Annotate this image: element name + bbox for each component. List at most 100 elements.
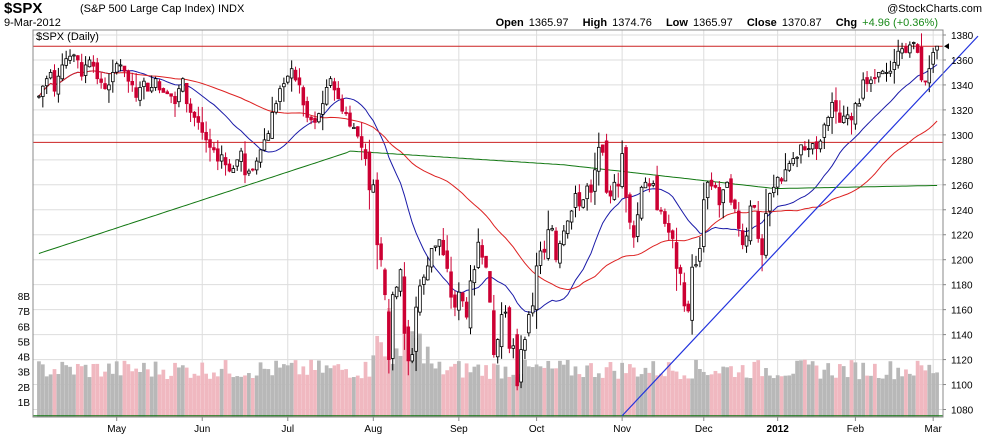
candle-body — [709, 179, 714, 187]
candle-body — [624, 147, 628, 198]
candle-body — [332, 81, 337, 91]
candle-body — [204, 131, 208, 141]
volume-bar — [705, 375, 710, 417]
chg-value: +4.96 (+0.36%) — [862, 17, 938, 29]
volume-bar — [464, 363, 469, 417]
candle-body — [216, 148, 220, 162]
volume-bar — [196, 375, 201, 417]
candle-body — [550, 228, 554, 231]
candle-body — [383, 269, 387, 296]
candle-body — [41, 85, 45, 97]
candle-body — [173, 96, 177, 105]
volume-bar — [188, 377, 193, 417]
volume-bar — [756, 360, 761, 417]
volume-bar — [289, 362, 294, 417]
volume-bar — [612, 370, 617, 417]
volume-bar — [748, 378, 753, 417]
candle-body — [130, 81, 135, 86]
volume-bar — [309, 359, 313, 417]
candle-body — [748, 205, 753, 242]
candle-body — [79, 62, 84, 77]
candle-body — [114, 63, 119, 73]
candle-body — [270, 111, 274, 139]
volume-bar — [600, 377, 605, 417]
volume-bar — [223, 360, 228, 417]
volume-bar — [161, 369, 166, 417]
volume-bar — [740, 365, 745, 417]
candle-body — [157, 81, 162, 91]
volume-bar — [367, 376, 372, 417]
volume-bar — [690, 378, 694, 417]
grid-layer — [33, 30, 943, 417]
candle-body — [729, 178, 733, 203]
y-tick-label: 1180 — [951, 281, 973, 292]
volume-bar — [126, 364, 131, 417]
volume-bar — [83, 364, 88, 417]
volume-bar — [247, 373, 251, 417]
volume-bar — [56, 374, 61, 417]
y-tick-label: 1380 — [951, 31, 974, 42]
volume-bar — [398, 355, 403, 417]
volume-bar — [227, 373, 232, 417]
volume-bar — [822, 369, 827, 417]
volume-bar — [935, 372, 939, 417]
volume-layer — [37, 308, 939, 417]
candle-body — [457, 291, 461, 311]
volume-bar — [865, 375, 869, 417]
candle-body — [321, 103, 325, 115]
volume-bar — [208, 378, 212, 417]
candle-body — [822, 124, 827, 138]
volume-bar — [810, 361, 815, 417]
candle-body — [737, 210, 741, 229]
candle-body — [429, 248, 434, 268]
volume-bar — [107, 363, 111, 417]
high-value: 1374.76 — [612, 17, 652, 29]
volume-bar — [647, 372, 652, 417]
candle-body — [472, 269, 477, 284]
y-tick-label: 1160 — [951, 306, 973, 317]
volume-bar — [68, 366, 72, 417]
volume-bar — [826, 363, 831, 417]
volume-bar — [534, 364, 539, 417]
candle-body — [91, 61, 96, 67]
candle-body — [64, 58, 68, 66]
volume-bar — [581, 377, 586, 417]
volume-bar — [394, 348, 399, 417]
source-credit: @StockCharts.com — [887, 3, 982, 15]
candle-body — [573, 193, 578, 208]
volume-bar — [589, 363, 593, 417]
candle-body — [756, 211, 760, 239]
candle-body — [44, 78, 49, 87]
volume-bar — [204, 373, 208, 417]
candle-body — [717, 187, 722, 206]
y-tick-label: 1140 — [951, 331, 973, 342]
candle-body — [231, 168, 236, 173]
volume-bar — [72, 374, 76, 417]
candle-body — [670, 230, 675, 239]
candle-body — [834, 100, 838, 112]
candle-body — [783, 169, 788, 182]
candle-body — [460, 292, 465, 302]
candle-body — [441, 239, 446, 256]
candle-body — [838, 112, 842, 123]
x-tick-label: Oct — [529, 424, 545, 435]
volume-bar — [297, 374, 302, 417]
candle-body — [324, 87, 329, 105]
volume-bar — [138, 371, 142, 417]
volume-bar — [713, 370, 718, 417]
candle-body — [694, 264, 698, 267]
x-tick-label: Feb — [847, 424, 865, 435]
candle-body — [293, 69, 298, 81]
candle-body — [103, 83, 107, 90]
volume-bar — [896, 367, 901, 417]
candle-body — [118, 64, 123, 67]
candle-body — [301, 87, 306, 106]
volume-bar — [165, 379, 170, 417]
candle-body — [340, 98, 344, 112]
candle-body — [149, 87, 154, 92]
exchange-label: INDX — [218, 3, 245, 15]
candle-body — [880, 70, 885, 75]
candle-body — [169, 93, 173, 97]
volume-bar — [608, 362, 613, 417]
candle-body — [146, 82, 150, 92]
